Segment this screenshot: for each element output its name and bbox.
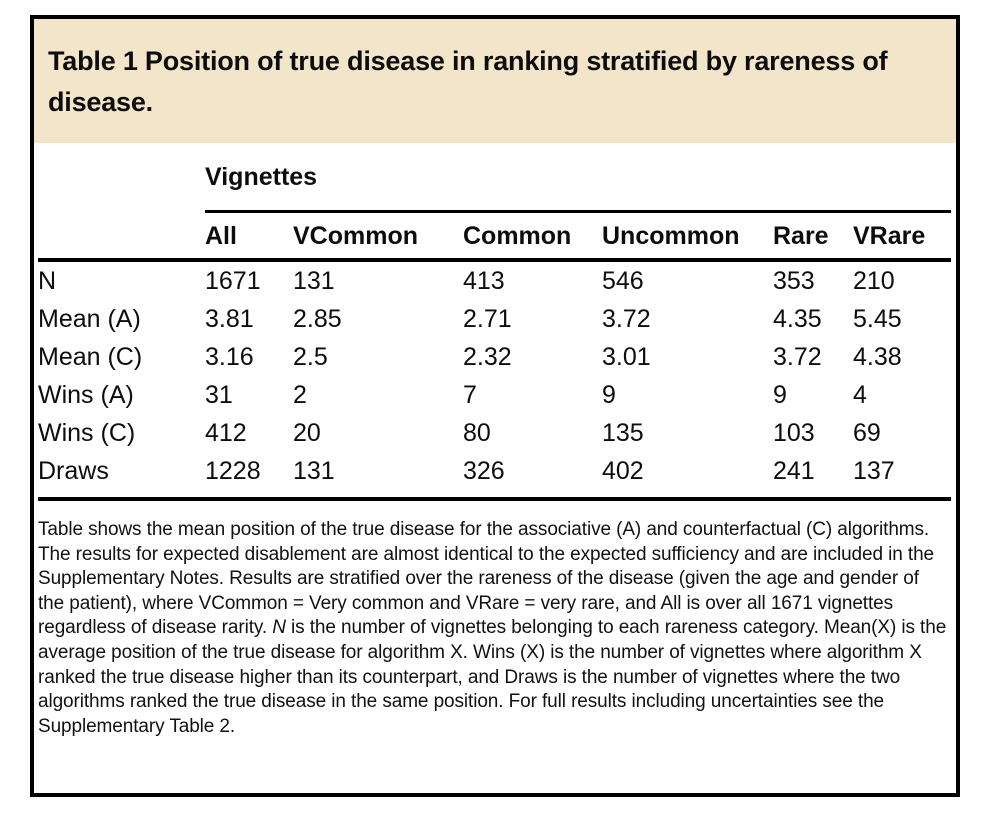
table-cell: 135 [602,419,644,447]
table-cell: 4.35 [773,305,822,333]
table-cell: 2.5 [293,343,328,371]
table-cell: 546 [602,267,644,295]
table-footnote: Table shows the mean position of the tru… [38,519,947,737]
column-header-common: Common [463,211,602,262]
table-row-mean-c: Mean (C) 3.16 2.5 2.32 3.01 3.72 4.38 [38,338,951,376]
table-cell: 3.81 [205,305,254,333]
row-label: N [38,267,57,295]
table-title: Table 1 Position of true disease in rank… [48,46,888,117]
table-cell: 137 [853,452,952,501]
table-cell: 413 [463,267,505,295]
group-header-vignettes: Vignettes [205,163,952,213]
table-row-n: N 1671 131 413 546 353 210 [38,260,951,300]
group-header-row: Vignettes [38,163,952,213]
row-label: Wins (A) [38,381,134,409]
column-header-row: All VCommon Common Uncommon Rare VRare [38,211,952,262]
table-title-banner: Table 1 Position of true disease in rank… [34,19,956,143]
table-row-wins-a: Wins (A) 31 2 7 9 9 4 [38,376,951,414]
column-header-rare: Rare [773,211,853,262]
table-cell: 4 [853,381,867,409]
table-cell: 402 [602,452,773,501]
table-row-wins-c: Wins (C) 412 20 80 135 103 69 [38,414,951,452]
table-cell: 3.72 [602,305,651,333]
table-cell: 9 [602,381,616,409]
table-cell: 2.71 [463,305,512,333]
table-cell: 4.38 [853,343,902,371]
column-header-all: All [205,211,293,262]
table-cell: 2.32 [463,343,512,371]
table-cell: 2.85 [293,305,342,333]
empty-corner-cell [38,163,205,212]
table-row-draws: Draws 1228 131 326 402 241 137 [38,452,952,501]
column-header-uncommon: Uncommon [602,211,773,262]
table-cell: 80 [463,419,491,447]
table-cell: 103 [773,419,815,447]
table-cell: 1671 [205,267,261,295]
table-cell: 69 [853,419,881,447]
table-cell: 353 [773,267,815,295]
row-label: Wins (C) [38,419,136,447]
row-label: Mean (A) [38,305,141,333]
table-cell: 131 [293,452,463,501]
table-cell: 3.72 [773,343,822,371]
table-cell: 31 [205,381,233,409]
table-cell: 20 [293,419,321,447]
table-cell: 241 [773,452,853,501]
table-cell: 1228 [205,452,293,501]
table-cell: 9 [773,381,787,409]
table-cell: 412 [205,419,247,447]
table-cell: 210 [853,267,895,295]
table-cell: 3.16 [205,343,254,371]
row-label: Mean (C) [38,343,143,371]
column-header-vrare: VRare [853,211,952,262]
table-cell: 326 [463,452,602,501]
table-cell: 131 [293,267,335,295]
table-cell: 7 [463,381,477,409]
table-row-mean-a: Mean (A) 3.81 2.85 2.71 3.72 4.35 5.45 [38,300,951,338]
row-label: Draws [38,452,205,501]
table-figure: Table 1 Position of true disease in rank… [30,15,960,797]
table-cell: 5.45 [853,305,902,333]
vignettes-table: Vignettes All VCommon Common Uncommon Ra… [38,163,952,501]
empty-label-header [38,211,205,262]
table-cell: 3.01 [602,343,651,371]
column-header-vcommon: VCommon [293,211,463,262]
table-cell: 2 [293,381,307,409]
